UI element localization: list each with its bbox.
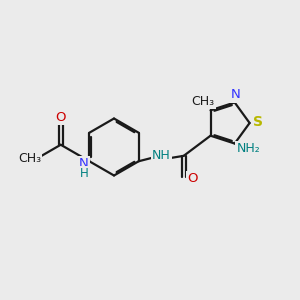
Text: CH₃: CH₃ (18, 152, 41, 166)
Text: N: N (79, 157, 89, 170)
Text: O: O (187, 172, 197, 185)
Text: O: O (56, 111, 66, 124)
Text: N: N (230, 88, 240, 101)
Text: NH₂: NH₂ (236, 142, 260, 155)
Text: H: H (80, 167, 88, 180)
Text: CH₃: CH₃ (191, 95, 214, 108)
Text: NH: NH (152, 149, 171, 162)
Text: S: S (253, 115, 263, 129)
